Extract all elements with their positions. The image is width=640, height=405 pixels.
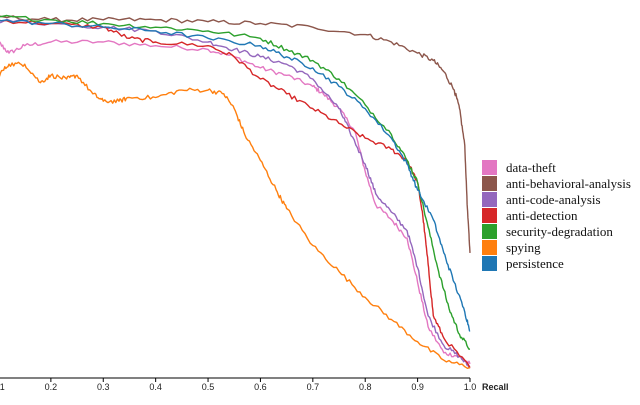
series-lines [0,14,471,369]
legend-swatch-anti-code-analysis [482,192,497,207]
x-tick-label: 0.2 [45,382,58,392]
legend-label-spying: spying [506,240,541,255]
legend-swatch-anti-behavioral-analysis [482,176,497,191]
x-tick-label: 0.5 [202,382,215,392]
legend-swatch-spying [482,240,497,255]
series-line-anti-behavioral-analysis [0,15,471,253]
series-line-anti-code-analysis [0,18,471,369]
x-tick-label: 0.6 [254,382,267,392]
legend-label-data-theft: data-theft [506,160,556,175]
series-line-data-theft [0,39,471,365]
x-tick-label: 1.0 [464,382,477,392]
legend-swatch-anti-detection [482,208,497,223]
x-tick-label: 0.8 [359,382,372,392]
legend-label-anti-behavioral-analysis: anti-behavioral-analysis [506,176,631,191]
series-line-persistence [0,19,471,332]
legend-label-security-degradation: security-degradation [506,224,613,239]
legend-label-anti-code-analysis: anti-code-analysis [506,192,601,207]
legend-swatch-data-theft [482,160,497,175]
x-tick-label: 0.7 [307,382,320,392]
x-axis-title: Recall [482,382,509,392]
legend: data-theftanti-behavioral-analysisanti-c… [482,160,631,271]
legend-swatch-persistence [482,256,497,271]
x-tick-label: 0.9 [411,382,424,392]
legend-label-persistence: persistence [506,256,564,271]
x-tick-label: 0.4 [149,382,162,392]
series-line-spying [0,61,471,369]
series-line-anti-detection [0,19,471,368]
legend-label-anti-detection: anti-detection [506,208,578,223]
x-tick-label: 0.3 [97,382,110,392]
legend-swatch-security-degradation [482,224,497,239]
series-line-security-degradation [0,14,471,350]
x-tick-label: 0.1 [0,382,5,392]
